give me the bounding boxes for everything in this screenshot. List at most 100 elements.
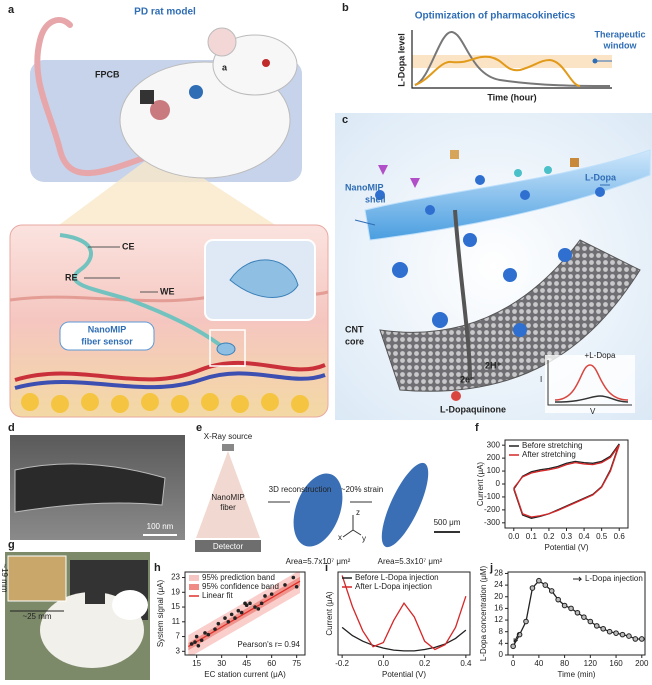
axis-letter: x [338,533,342,542]
y-tick-label: 8 [499,627,504,636]
label: ~20% strain [341,485,383,494]
legend-label: After L-Dopa injection [355,582,432,591]
point [283,583,287,587]
point [193,640,197,644]
schematic-curve [414,55,581,87]
x-tick-label: 15 [192,659,201,668]
x-tick-label: 200 [635,659,649,668]
point [248,601,252,606]
label: RE [65,272,78,282]
shape [201,393,219,411]
bluetooth-icon [189,85,203,99]
point [226,620,231,624]
label: WE [160,286,175,296]
point [189,642,194,646]
inset [545,355,635,413]
y-tick-label: -300 [484,518,501,527]
point [529,585,536,591]
label: +L-Dopa [585,351,616,360]
x-axis-label: Potential (V) [382,670,426,679]
panel-label: d [8,422,15,434]
wound [150,100,170,120]
shape [392,262,408,278]
y-tick-label: 7 [176,632,181,641]
plot-area [188,572,301,655]
axis-letter: y [362,534,366,543]
point [568,605,574,612]
y-tick-label: 20 [494,592,503,601]
point [548,588,555,594]
y-tick-label: 0 [496,479,501,488]
point [236,608,241,613]
plot-area [341,575,467,652]
y-tick-label: 3 [176,646,181,655]
shape [111,395,129,413]
y-tick-label: -200 [484,505,501,514]
analytes [378,150,579,188]
therapeutic-window [412,55,612,68]
label: NanoMIP [345,182,384,192]
sensor-drop [229,259,299,298]
fat-cells [21,393,309,413]
shape [432,312,448,328]
x-tick-label: 45 [242,659,251,668]
legend-label: After stretching [522,450,576,459]
legend-swatch [189,575,199,581]
shape [171,395,189,413]
point [561,602,568,609]
plot-area [513,443,620,519]
y-axis-label: System signal (μA) [156,580,165,648]
legend-arrow [573,576,583,582]
panel-label: f [475,422,479,434]
rat-eye [262,59,270,67]
label: Therapeutic [594,29,645,39]
carbon-nanotube [379,239,641,392]
vessel [14,371,326,390]
shape [141,393,159,411]
axis-label: Time (hour) [487,92,536,102]
x-axis-label: Time (min) [558,670,596,679]
legend-swatch [189,584,199,590]
molecules [375,175,605,337]
product-sphere [451,391,461,401]
x-tick-label: 120 [584,659,598,668]
panel-label: j [489,562,493,574]
point [606,628,613,635]
point [253,605,257,609]
injection-arrow [513,632,520,643]
label: V [590,407,596,416]
point [632,636,639,642]
axis-triad [342,515,354,538]
label: Detector [213,542,244,551]
x-tick-label: 0.2 [543,532,555,541]
y-tick-label: 23 [171,573,180,582]
point [229,612,234,617]
point [199,638,204,643]
schematic-curve [414,31,611,87]
series-line [341,626,467,652]
scale-label: 100 nm [147,522,174,531]
point [233,616,237,620]
device [85,590,105,604]
panel-label: b [342,2,349,14]
light-cone [55,150,280,228]
shape [410,178,420,188]
point [194,634,199,639]
axis-triad [352,529,362,536]
x-tick-label: 80 [560,659,569,668]
rat-tail [34,17,168,176]
y-tick-label: 12 [494,615,503,624]
scale-label: 500 μm [434,518,461,527]
reconstruction [293,473,343,547]
x-tick-label: 0.4 [579,532,591,541]
label: a [222,62,228,72]
label: Area=5.7x10⁷ μm² [286,557,351,566]
x-tick-label: -0.2 [335,659,349,668]
zoom-box [209,329,246,367]
x-axis-label: Potential (V) [544,543,588,552]
shape [51,395,69,413]
y-tick-label: 15 [171,602,180,611]
plot-area [510,577,645,650]
point [523,618,529,625]
point [638,636,645,642]
